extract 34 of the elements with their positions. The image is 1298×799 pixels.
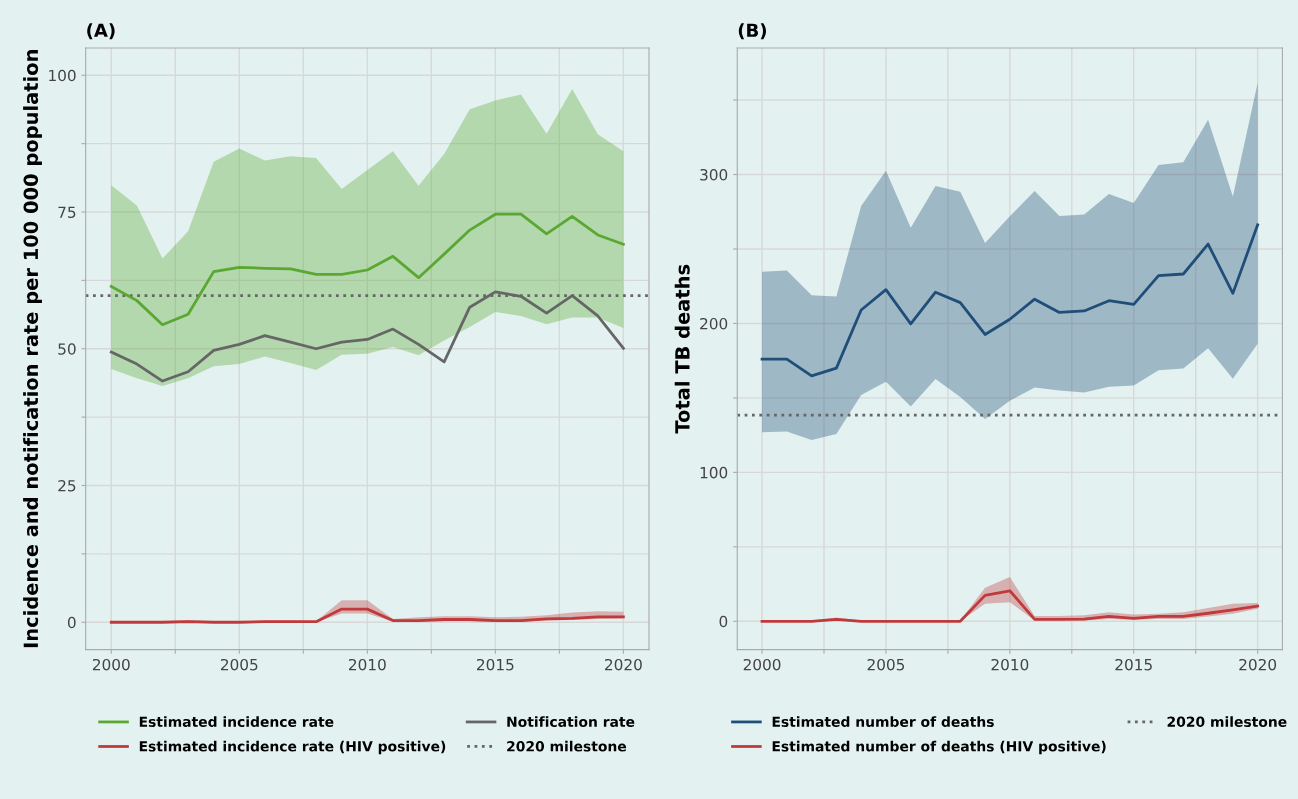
x-tick-label: 2015	[1115, 658, 1152, 671]
y-tick-label: 75	[58, 206, 76, 219]
x-tick-label: 2005	[867, 658, 905, 671]
chart-title: (A)	[87, 23, 115, 40]
x-tick-label: 2000	[92, 658, 130, 671]
x-tick-label: 2020	[605, 658, 642, 671]
y-tick-label: 25	[58, 479, 76, 492]
y-tick-label: 300	[700, 168, 728, 181]
y-tick-label: 100	[49, 69, 76, 82]
y-tick-label: 0	[719, 615, 728, 628]
y-tick-label: 100	[700, 466, 728, 479]
legend-label: Estimated number of deaths (HIV positive)	[772, 740, 1106, 755]
legend-label: Estimated number of deaths	[772, 716, 994, 727]
x-tick-label: 2000	[743, 658, 781, 671]
line-series	[109, 607, 625, 624]
y-tick-label: 50	[58, 343, 76, 355]
y-tick-label: 200	[700, 317, 728, 330]
x-tick-label: 2010	[349, 658, 386, 671]
legend-label: 2020 milestone	[1167, 716, 1287, 727]
legend-label: 2020 milestone	[507, 740, 627, 752]
y-tick-label: 0	[67, 616, 76, 629]
x-tick-label: 2005	[220, 658, 258, 671]
legend-label: Estimated incidence rate	[139, 716, 334, 727]
x-tick-label: 2020	[1239, 658, 1277, 671]
legend-label: Estimated incidence rate (HIV positive)	[139, 740, 446, 755]
chart-title: (B)	[738, 23, 766, 40]
line-series	[109, 212, 625, 327]
line-series	[760, 223, 1260, 378]
y-axis-title: Total TB deaths	[674, 264, 690, 434]
legend-label: Notification rate	[507, 716, 635, 727]
line-series	[760, 589, 1260, 623]
x-tick-label: 2015	[477, 658, 514, 671]
y-axis-title: Incidence and notification rate per 100 000 population	[23, 50, 42, 648]
x-tick-label: 2010	[991, 658, 1029, 671]
